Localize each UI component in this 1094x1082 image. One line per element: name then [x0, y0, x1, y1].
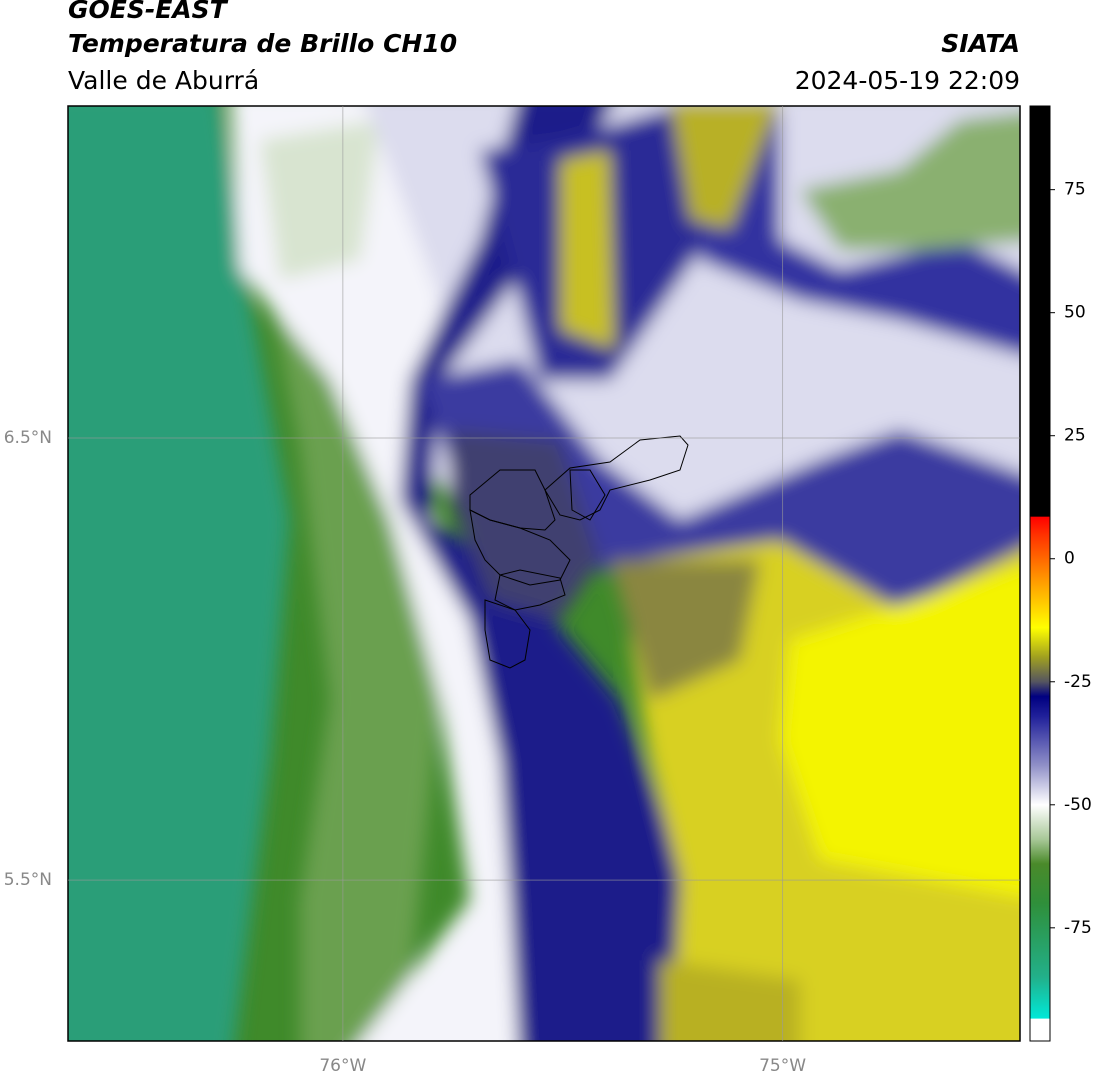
map-frame: [67, 105, 1021, 1042]
colorbar-tick-label: 25: [1064, 426, 1086, 446]
subtitle: Temperatura de Brillo CH10: [68, 29, 457, 58]
title: GOES-EAST: [68, 0, 229, 24]
colorbar-tick-label: 50: [1064, 303, 1086, 323]
x-tick-label: 75°W: [759, 1056, 806, 1076]
y-tick-label: 6.5°N: [4, 428, 52, 448]
agency: SIATA: [941, 29, 1020, 58]
municipal-boundaries: [469, 435, 689, 669]
colorbar-tick-label: -50: [1064, 795, 1092, 815]
y-tick-label: 5.5°N: [4, 870, 52, 890]
colorbar: [1029, 105, 1051, 1042]
colorbar-tick-label: 75: [1064, 180, 1086, 200]
colorbar-tick-label: -75: [1064, 918, 1092, 938]
region: Valle de Aburrá: [68, 66, 259, 95]
colorbar-tick-label: -25: [1064, 672, 1092, 692]
colorbar-tick-label: 0: [1064, 549, 1075, 569]
x-tick-label: 76°W: [319, 1056, 366, 1076]
brightness-temperature-field: [68, 106, 1020, 1041]
datetime: 2024-05-19 22:09: [795, 66, 1020, 95]
